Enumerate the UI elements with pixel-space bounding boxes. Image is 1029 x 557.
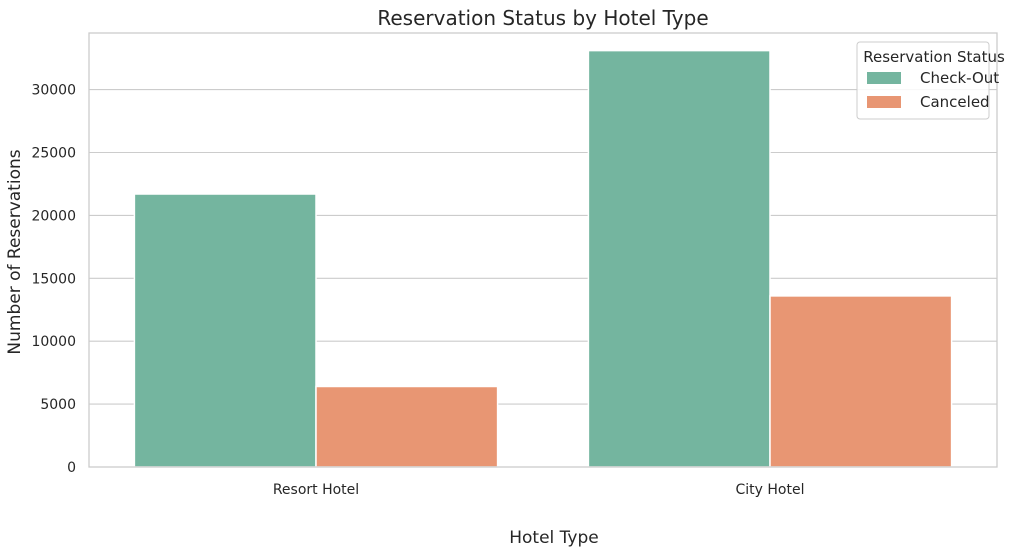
y-tick-label: 10000 bbox=[31, 334, 76, 350]
bar-canceled-resort-hotel bbox=[315, 385, 499, 468]
y-axis-label: Number of Reservations bbox=[5, 149, 25, 354]
y-tick-label: 5000 bbox=[40, 397, 76, 413]
legend-title: Reservation Status bbox=[863, 48, 1005, 66]
y-tick-label: 25000 bbox=[31, 146, 76, 162]
x-tick-label: Resort Hotel bbox=[273, 482, 359, 498]
y-tick-label: 15000 bbox=[31, 271, 76, 287]
y-tick-label: 20000 bbox=[31, 208, 76, 224]
y-tick-label: 30000 bbox=[31, 83, 76, 99]
x-tick-labels: Resort Hotel City Hotel bbox=[273, 482, 805, 498]
legend-swatch-check-out bbox=[867, 72, 901, 84]
y-tick-labels: 0 5000 10000 15000 20000 25000 30000 bbox=[31, 83, 76, 476]
y-tick-label: 0 bbox=[67, 460, 76, 476]
x-tick-label: City Hotel bbox=[736, 482, 805, 498]
legend-label-check-out: Check-Out bbox=[920, 69, 999, 87]
legend: Reservation Status Check-Out Canceled bbox=[856, 41, 1005, 120]
legend-swatch-canceled bbox=[867, 96, 901, 108]
chart-title: Reservation Status by Hotel Type bbox=[377, 6, 708, 30]
legend-label-canceled: Canceled bbox=[920, 93, 990, 111]
bar-check-out-resort-hotel bbox=[133, 193, 317, 468]
x-axis-label: Hotel Type bbox=[509, 528, 598, 548]
plot-frame bbox=[88, 32, 998, 468]
bars bbox=[133, 49, 953, 468]
bar-check-out-city-hotel bbox=[587, 49, 771, 468]
bar-canceled-city-hotel bbox=[769, 295, 953, 468]
